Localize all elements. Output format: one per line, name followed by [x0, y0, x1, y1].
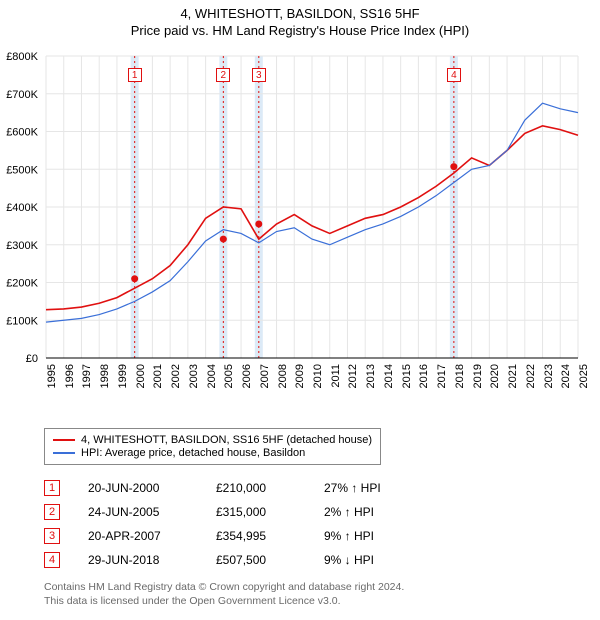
x-tick-label: 2021	[507, 364, 519, 404]
legend-swatch-red	[53, 439, 75, 441]
chart-svg: £0£100K£200K£300K£400K£500K£600K£700K£80…	[44, 50, 584, 380]
svg-text:£0: £0	[26, 353, 38, 365]
x-tick-label: 1996	[64, 364, 76, 404]
chart-area: £0£100K£200K£300K£400K£500K£600K£700K£80…	[44, 50, 584, 380]
transaction-price: £507,500	[216, 553, 296, 567]
transaction-num: 3	[44, 528, 60, 544]
x-tick-label: 2022	[525, 364, 537, 404]
x-tick-label: 1998	[99, 364, 111, 404]
legend-swatch-blue	[53, 452, 75, 454]
transaction-price: £354,995	[216, 529, 296, 543]
legend: 4, WHITESHOTT, BASILDON, SS16 5HF (detac…	[44, 428, 381, 465]
x-tick-label: 2007	[259, 364, 271, 404]
title-address: 4, WHITESHOTT, BASILDON, SS16 5HF	[0, 6, 600, 21]
x-tick-label: 2013	[365, 364, 377, 404]
legend-row: 4, WHITESHOTT, BASILDON, SS16 5HF (detac…	[53, 434, 372, 446]
footer-line2: This data is licensed under the Open Gov…	[44, 594, 404, 608]
transaction-num: 2	[44, 504, 60, 520]
transaction-price: £210,000	[216, 481, 296, 495]
x-tick-label: 2024	[560, 364, 572, 404]
transaction-price: £315,000	[216, 505, 296, 519]
x-tick-label: 2016	[418, 364, 430, 404]
x-tick-label: 2004	[206, 364, 218, 404]
transaction-pct: 2% ↑ HPI	[324, 505, 424, 519]
table-row: 3 20-APR-2007 £354,995 9% ↑ HPI	[44, 524, 424, 548]
x-tick-label: 1995	[46, 364, 58, 404]
legend-row: HPI: Average price, detached house, Basi…	[53, 447, 372, 459]
x-tick-label: 2000	[135, 364, 147, 404]
transaction-date: 29-JUN-2018	[88, 553, 188, 567]
svg-text:£300K: £300K	[6, 240, 38, 252]
chart-marker-label: 4	[447, 68, 461, 82]
footer: Contains HM Land Registry data © Crown c…	[44, 580, 404, 608]
title-block: 4, WHITESHOTT, BASILDON, SS16 5HF Price …	[0, 0, 600, 38]
x-tick-label: 2009	[294, 364, 306, 404]
legend-label-blue: HPI: Average price, detached house, Basi…	[81, 447, 305, 459]
x-tick-label: 2014	[383, 364, 395, 404]
transaction-date: 24-JUN-2005	[88, 505, 188, 519]
x-tick-label: 2017	[436, 364, 448, 404]
x-tick-label: 1999	[117, 364, 129, 404]
chart-marker-label: 2	[216, 68, 230, 82]
legend-label-red: 4, WHITESHOTT, BASILDON, SS16 5HF (detac…	[81, 434, 372, 446]
transaction-num: 4	[44, 552, 60, 568]
svg-text:£600K: £600K	[6, 127, 38, 139]
x-tick-label: 2005	[223, 364, 235, 404]
x-tick-label: 2015	[401, 364, 413, 404]
x-tick-label: 2020	[489, 364, 501, 404]
x-tick-label: 2010	[312, 364, 324, 404]
x-tick-label: 2011	[330, 364, 342, 404]
x-tick-label: 2003	[188, 364, 200, 404]
transaction-table: 1 20-JUN-2000 £210,000 27% ↑ HPI 2 24-JU…	[44, 476, 424, 572]
x-tick-label: 2019	[472, 364, 484, 404]
svg-text:£500K: £500K	[6, 164, 38, 176]
x-tick-label: 2008	[277, 364, 289, 404]
x-tick-label: 2025	[578, 364, 590, 404]
chart-marker-label: 1	[128, 68, 142, 82]
transaction-pct: 9% ↓ HPI	[324, 553, 424, 567]
chart-container: 4, WHITESHOTT, BASILDON, SS16 5HF Price …	[0, 0, 600, 620]
x-tick-label: 2018	[454, 364, 466, 404]
transaction-pct: 9% ↑ HPI	[324, 529, 424, 543]
transaction-date: 20-JUN-2000	[88, 481, 188, 495]
svg-text:£400K: £400K	[6, 202, 38, 214]
x-tick-label: 2012	[347, 364, 359, 404]
transaction-pct: 27% ↑ HPI	[324, 481, 424, 495]
svg-text:£700K: £700K	[6, 89, 38, 101]
table-row: 4 29-JUN-2018 £507,500 9% ↓ HPI	[44, 548, 424, 572]
x-tick-label: 2001	[152, 364, 164, 404]
chart-marker-label: 3	[252, 68, 266, 82]
x-tick-label: 2002	[170, 364, 182, 404]
footer-line1: Contains HM Land Registry data © Crown c…	[44, 580, 404, 594]
x-tick-label: 2006	[241, 364, 253, 404]
x-tick-label: 2023	[543, 364, 555, 404]
transaction-date: 20-APR-2007	[88, 529, 188, 543]
table-row: 2 24-JUN-2005 £315,000 2% ↑ HPI	[44, 500, 424, 524]
svg-text:£200K: £200K	[6, 278, 38, 290]
x-tick-label: 1997	[81, 364, 93, 404]
table-row: 1 20-JUN-2000 £210,000 27% ↑ HPI	[44, 476, 424, 500]
svg-text:£800K: £800K	[6, 51, 38, 63]
transaction-num: 1	[44, 480, 60, 496]
title-subtitle: Price paid vs. HM Land Registry's House …	[0, 23, 600, 38]
svg-text:£100K: £100K	[6, 315, 38, 327]
